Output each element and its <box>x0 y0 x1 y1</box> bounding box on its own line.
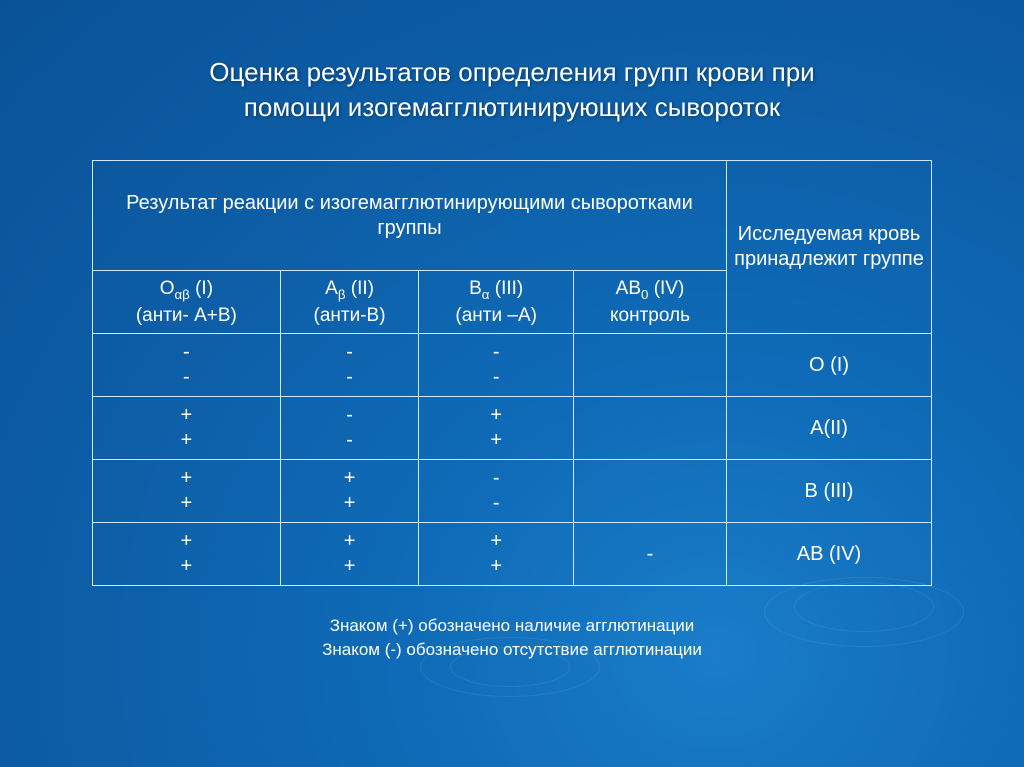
cell: ++ <box>93 523 281 586</box>
title-line-2: помощи изогемагглютинирующих сывороток <box>244 92 780 122</box>
table-row: ++ -- ++ A(II) <box>93 397 932 460</box>
cell: -- <box>93 334 281 397</box>
cell: ++ <box>419 523 574 586</box>
bg-ripple <box>794 582 934 632</box>
table-row: -- -- -- O (I) <box>93 334 932 397</box>
cell: ++ <box>280 460 419 523</box>
cell: ++ <box>93 397 281 460</box>
cell <box>573 334 726 397</box>
result-cell: O (I) <box>727 334 932 397</box>
table-row: ++ ++ -- B (III) <box>93 460 932 523</box>
title-line-1: Оценка результатов определения групп кро… <box>209 57 814 87</box>
result-cell: A(II) <box>727 397 932 460</box>
subheader-col-1: Oαβ (I)(анти- А+В) <box>93 271 281 334</box>
cell: -- <box>419 334 574 397</box>
cell: ++ <box>419 397 574 460</box>
cell: -- <box>419 460 574 523</box>
result-cell: AB (IV) <box>727 523 932 586</box>
cell: -- <box>280 334 419 397</box>
bg-ripple <box>450 647 570 687</box>
cell <box>573 397 726 460</box>
subheader-col-2: Aβ (II)(анти-В) <box>280 271 419 334</box>
table-header-right: Исследуемая кровь принадлежит группе <box>727 161 932 334</box>
result-cell: B (III) <box>727 460 932 523</box>
cell <box>573 460 726 523</box>
subheader-col-3: Bα (III)(анти –А) <box>419 271 574 334</box>
cell: ++ <box>93 460 281 523</box>
footnote-line-1: Знаком (+) обозначено наличие агглютинац… <box>330 616 695 635</box>
table-row: ++ ++ ++ - AB (IV) <box>93 523 932 586</box>
slide-title: Оценка результатов определения групп кро… <box>0 0 1024 125</box>
cell: ++ <box>280 523 419 586</box>
subheader-col-4: AB0 (IV)контроль <box>573 271 726 334</box>
blood-group-table: Результат реакции с изогемагглютинирующи… <box>92 160 932 586</box>
cell: -- <box>280 397 419 460</box>
table-header-left: Результат реакции с изогемагглютинирующи… <box>93 161 727 271</box>
cell: - <box>573 523 726 586</box>
